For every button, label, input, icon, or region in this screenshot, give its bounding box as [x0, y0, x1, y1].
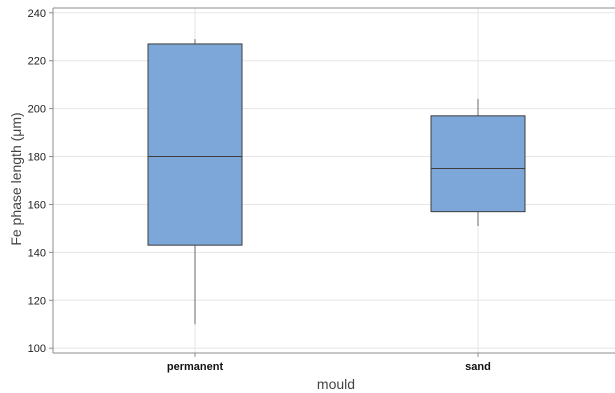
box-permanent — [147, 39, 243, 325]
x-tick-label-permanent: permanent — [167, 361, 224, 373]
plot-frame — [52, 7, 615, 354]
iqr-box — [430, 115, 526, 213]
gridlines — [53, 8, 615, 353]
iqr-box — [147, 43, 243, 246]
y-tick-label: 220 — [28, 56, 46, 68]
y-tick-label: 160 — [28, 199, 46, 211]
y-tick-label: 100 — [28, 343, 46, 355]
x-axis-title: mould — [317, 376, 355, 392]
y-tick-label: 180 — [28, 152, 46, 164]
y-tick-label: 120 — [28, 295, 46, 307]
y-tick-label: 140 — [28, 247, 46, 259]
y-axis-ticks: 100 120 140 160 180 200 220 240 — [28, 8, 53, 355]
y-axis-title: Fe phase length (μm) — [8, 112, 24, 245]
box-sand — [430, 99, 526, 227]
y-tick-label: 240 — [28, 8, 46, 20]
box-series — [147, 39, 526, 325]
x-axis-ticks: permanent sand — [167, 353, 491, 373]
y-tick-label: 200 — [28, 104, 46, 116]
x-tick-label-sand: sand — [465, 361, 491, 373]
